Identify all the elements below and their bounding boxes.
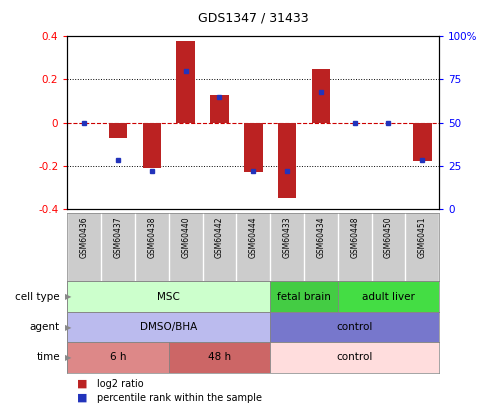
Text: agent: agent [30,322,60,332]
Text: GSM60450: GSM60450 [384,216,393,258]
Text: ■: ■ [77,393,88,403]
Bar [67,312,270,342]
Bar [311,69,330,123]
Bar [143,123,161,168]
Text: time: time [36,352,60,362]
Text: ▶: ▶ [65,322,71,332]
Bar [210,94,229,123]
Bar [270,342,439,373]
Bar [270,312,439,342]
Text: GDS1347 / 31433: GDS1347 / 31433 [198,11,308,24]
Text: 6 h: 6 h [110,352,126,362]
Text: control: control [336,352,373,362]
Bar [270,281,338,312]
Text: log2 ratio: log2 ratio [97,379,144,389]
Text: percentile rank within the sample: percentile rank within the sample [97,393,262,403]
Text: GSM60438: GSM60438 [147,216,156,258]
Bar [278,123,296,198]
Text: fetal brain: fetal brain [277,292,331,302]
Bar [169,342,270,373]
Bar [413,123,432,161]
Text: GSM60448: GSM60448 [350,216,359,258]
Text: MSC: MSC [157,292,180,302]
Text: 48 h: 48 h [208,352,231,362]
Text: ▶: ▶ [65,292,71,301]
Text: GSM60437: GSM60437 [114,216,123,258]
Bar [176,41,195,123]
Text: cell type: cell type [15,292,60,302]
Bar [338,281,439,312]
Bar [67,342,169,373]
Text: ■: ■ [77,379,88,389]
Text: ▶: ▶ [65,353,71,362]
Text: GSM60444: GSM60444 [249,216,258,258]
Text: GSM60434: GSM60434 [316,216,325,258]
Text: GSM60433: GSM60433 [282,216,291,258]
Bar [67,281,270,312]
Bar [244,123,262,172]
Text: GSM60436: GSM60436 [80,216,89,258]
Text: control: control [336,322,373,332]
Text: GSM60451: GSM60451 [418,216,427,258]
Text: GSM60440: GSM60440 [181,216,190,258]
Text: adult liver: adult liver [362,292,415,302]
Text: DMSO/BHA: DMSO/BHA [140,322,198,332]
Text: GSM60442: GSM60442 [215,216,224,258]
Bar [109,123,127,138]
